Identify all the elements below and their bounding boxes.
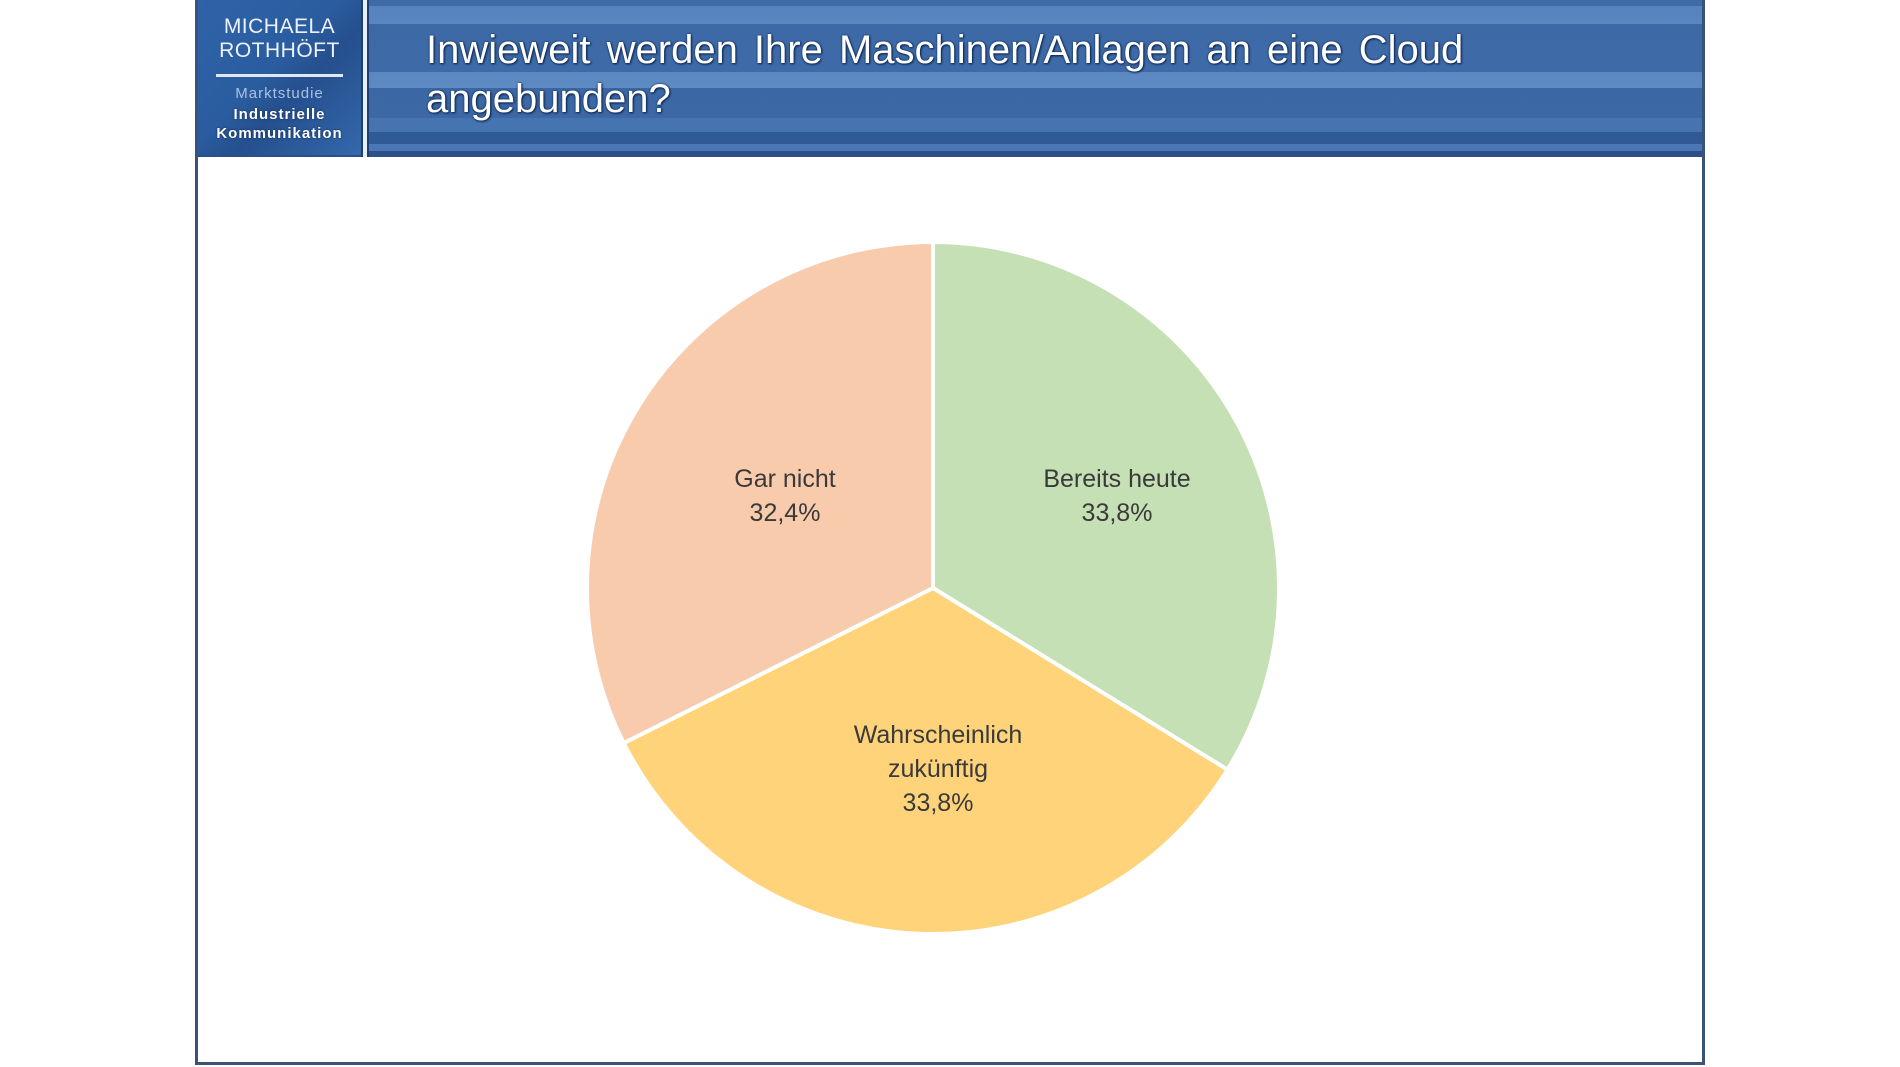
label-value: 32,4% <box>749 499 821 527</box>
logo-rule <box>216 74 343 77</box>
label-category-line2: zukünftig <box>887 755 989 783</box>
label-category: Bereits heute <box>1043 465 1191 493</box>
logo-topic-line1: Industrielle <box>233 106 326 123</box>
slice-wahrscheinlich-zukuenftig <box>621 586 1230 937</box>
label-category: Gar nicht <box>734 465 836 493</box>
logo-topic-line2: Kommunikation <box>216 125 343 142</box>
logo-name-first: MICHAELA <box>223 15 336 38</box>
header-divider <box>361 0 369 157</box>
logo-subtitle: Marktstudie <box>235 85 324 102</box>
logo-name-last: ROTHHÖFT <box>219 39 340 62</box>
data-label-gar-nicht: Gar nicht 32,4% <box>734 462 835 530</box>
slide-header: MICHAELA ROTHHÖFT Marktstudie Industriel… <box>198 0 1702 157</box>
label-value: 33,8% <box>1081 499 1153 527</box>
company-logo: MICHAELA ROTHHÖFT Marktstudie Industriel… <box>198 0 361 155</box>
label-value: 33,8% <box>902 789 974 817</box>
slice-gar-nicht <box>585 240 935 746</box>
data-label-wahrscheinlich-zukuenftig: Wahrscheinlich zukünftig 33,8% <box>854 718 1023 820</box>
page-title: Inwieweit werden Ihre Maschinen/Anlagen … <box>426 28 1464 121</box>
data-label-bereits-heute: Bereits heute 33,8% <box>1043 462 1190 530</box>
label-category-line1: Wahrscheinlich <box>853 721 1023 749</box>
slice-bereits-heute <box>931 240 1281 772</box>
